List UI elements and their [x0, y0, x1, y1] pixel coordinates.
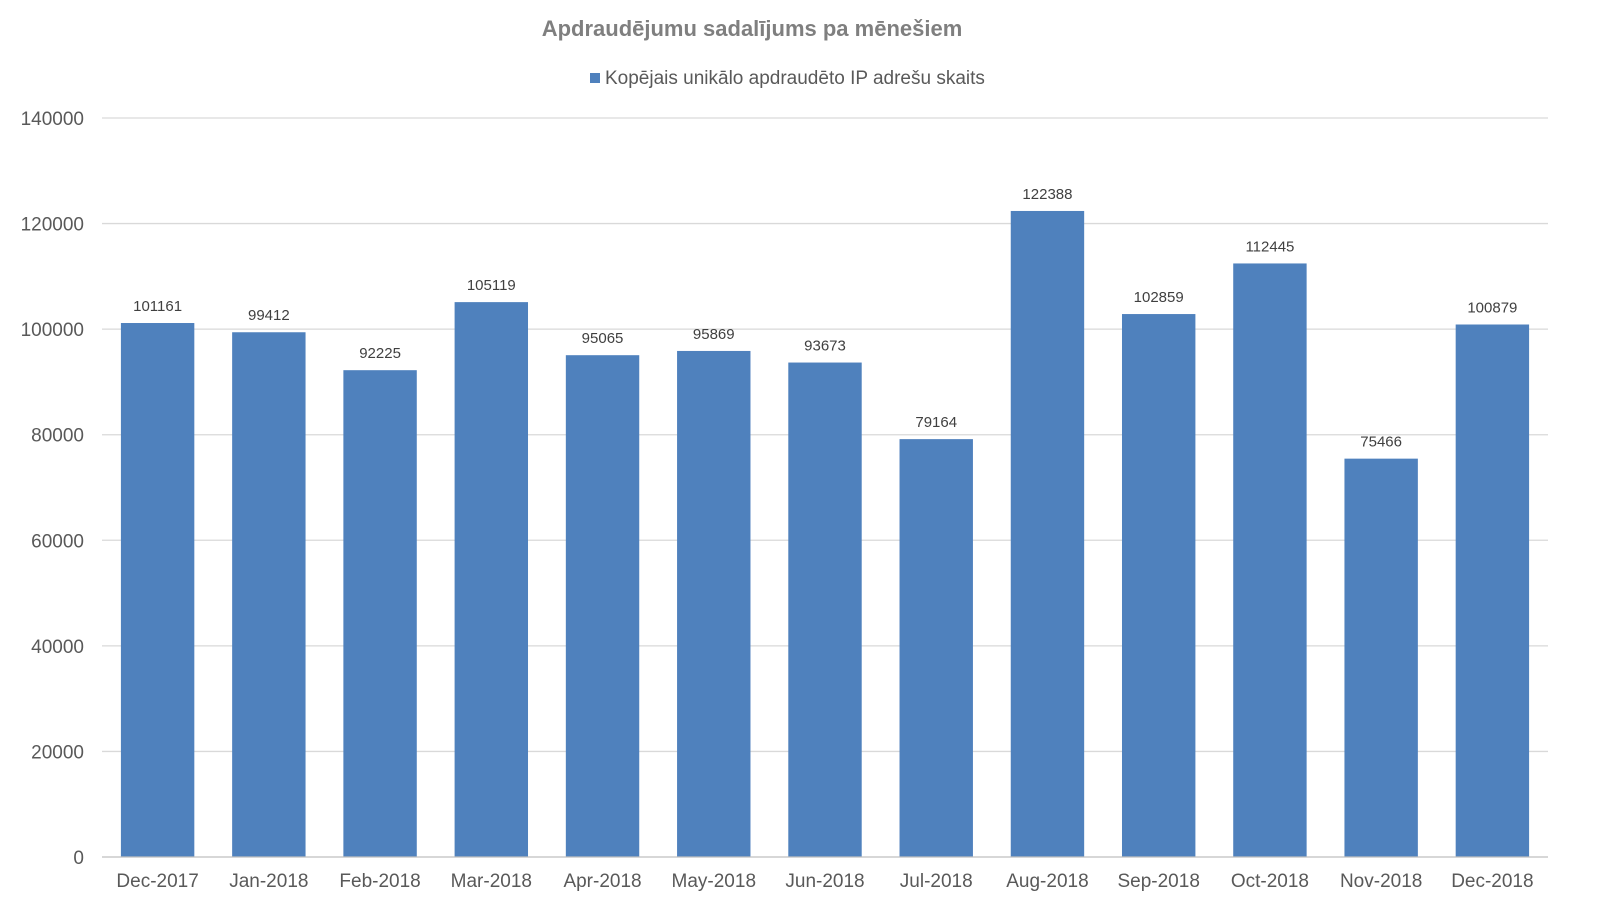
x-tick-label: Jun-2018: [785, 871, 864, 892]
y-tick-label: 100000: [21, 320, 84, 341]
x-tick-label: Mar-2018: [451, 871, 532, 892]
bar: [1455, 324, 1530, 857]
data-label: 92225: [359, 345, 401, 362]
x-tick-label: Aug-2018: [1006, 871, 1088, 892]
data-label: 102859: [1134, 289, 1184, 306]
legend-label: Kopējais unikālo apdraudēto IP adrešu sk…: [605, 68, 985, 89]
y-tick-label: 0: [73, 848, 84, 869]
data-label: 79164: [915, 414, 957, 431]
bar: [788, 362, 862, 857]
data-label: 105119: [467, 277, 516, 294]
y-tick-label: 140000: [21, 109, 84, 130]
x-tick-label: Feb-2018: [339, 871, 420, 892]
data-label: 93673: [804, 338, 846, 355]
x-tick-label: Apr-2018: [563, 871, 641, 892]
bar: [232, 332, 306, 857]
y-tick-label: 40000: [31, 637, 84, 658]
y-axis-tick-labels: 0 20000 40000 60000 80000 100000 120000 140000: [21, 109, 84, 869]
legend: Kopējais unikālo apdraudēto IP adrešu sk…: [590, 68, 985, 89]
data-label: 95869: [693, 326, 735, 343]
x-tick-label: Jul-2018: [900, 871, 973, 892]
data-label: 112445: [1245, 238, 1294, 255]
data-label: 100879: [1467, 300, 1517, 317]
bar: [120, 323, 195, 858]
bar: [1233, 263, 1307, 857]
x-tick-label: Jan-2018: [229, 871, 308, 892]
chart-title: Apdraudējumu sadalījums pa mēnešiem: [542, 16, 963, 41]
bar: [677, 350, 751, 857]
bar: [1344, 458, 1418, 857]
y-tick-label: 120000: [21, 215, 84, 236]
bar: [1010, 210, 1085, 858]
bar: [565, 355, 640, 857]
x-tick-label: Dec-2017: [116, 871, 198, 892]
x-axis-tick-labels: Dec-2017 Jan-2018 Feb-2018 Mar-2018 Apr-2018…: [116, 871, 1533, 892]
x-tick-label: Dec-2018: [1451, 871, 1533, 892]
bar: [454, 302, 529, 858]
bar: [343, 370, 417, 857]
bar: [899, 439, 973, 857]
x-tick-label: May-2018: [672, 871, 757, 892]
bar: [1121, 314, 1196, 858]
y-tick-label: 20000: [31, 742, 84, 763]
x-tick-label: Sep-2018: [1117, 871, 1199, 892]
data-label: 99412: [248, 307, 290, 324]
data-label: 122388: [1022, 186, 1072, 203]
x-tick-label: Oct-2018: [1231, 871, 1309, 892]
data-label: 101161: [133, 298, 182, 315]
data-labels: 101161 99412 92225 105119 95065 95869 93673 791…: [133, 186, 1517, 451]
data-label: 95065: [582, 330, 624, 347]
legend-swatch: [590, 73, 600, 83]
data-label: 75466: [1360, 434, 1402, 451]
y-tick-label: 80000: [31, 426, 84, 447]
bars: [120, 210, 1530, 858]
x-tick-label: Nov-2018: [1340, 871, 1422, 892]
y-tick-label: 60000: [31, 531, 84, 552]
